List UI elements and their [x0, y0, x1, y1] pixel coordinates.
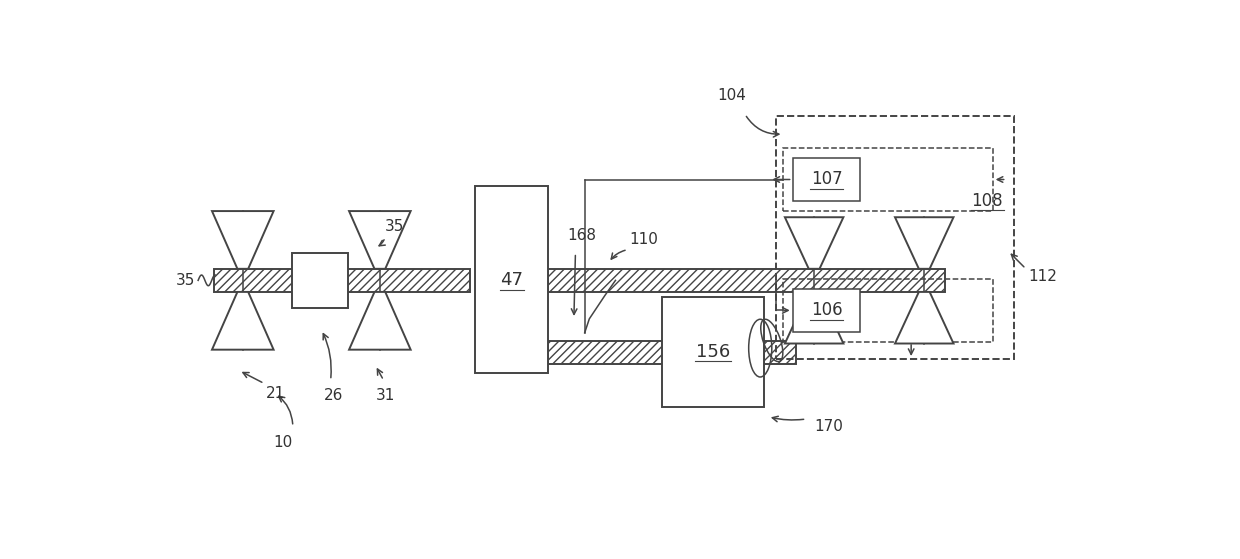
Text: 108: 108: [972, 192, 1003, 210]
Text: 112: 112: [1028, 269, 1056, 284]
Polygon shape: [212, 292, 274, 350]
Text: 10: 10: [273, 434, 293, 449]
Text: 47: 47: [501, 271, 523, 290]
Bar: [662, 297, 764, 406]
Text: 107: 107: [811, 170, 842, 188]
Bar: [784, 148, 993, 211]
Text: 168: 168: [567, 228, 596, 243]
Bar: [792, 289, 861, 332]
Bar: [548, 269, 945, 292]
Bar: [293, 253, 347, 308]
Polygon shape: [350, 211, 410, 269]
Polygon shape: [895, 292, 954, 344]
Polygon shape: [785, 292, 843, 344]
Text: 156: 156: [696, 343, 730, 361]
Text: 106: 106: [811, 301, 842, 319]
Bar: [764, 341, 796, 364]
Bar: [784, 279, 993, 342]
Text: 35: 35: [176, 273, 195, 288]
Polygon shape: [212, 211, 274, 269]
Text: 31: 31: [376, 389, 394, 404]
Text: 110: 110: [630, 232, 658, 247]
Text: 170: 170: [815, 419, 843, 434]
Bar: [776, 116, 1014, 359]
Bar: [792, 158, 861, 201]
Text: 104: 104: [717, 88, 746, 103]
Polygon shape: [350, 292, 410, 350]
Polygon shape: [785, 217, 843, 269]
Text: 26: 26: [324, 389, 343, 404]
Text: 21: 21: [265, 386, 285, 401]
Bar: [213, 269, 470, 292]
Text: 35: 35: [386, 219, 404, 234]
Polygon shape: [895, 217, 954, 269]
Bar: [475, 187, 548, 373]
Bar: [548, 341, 704, 364]
